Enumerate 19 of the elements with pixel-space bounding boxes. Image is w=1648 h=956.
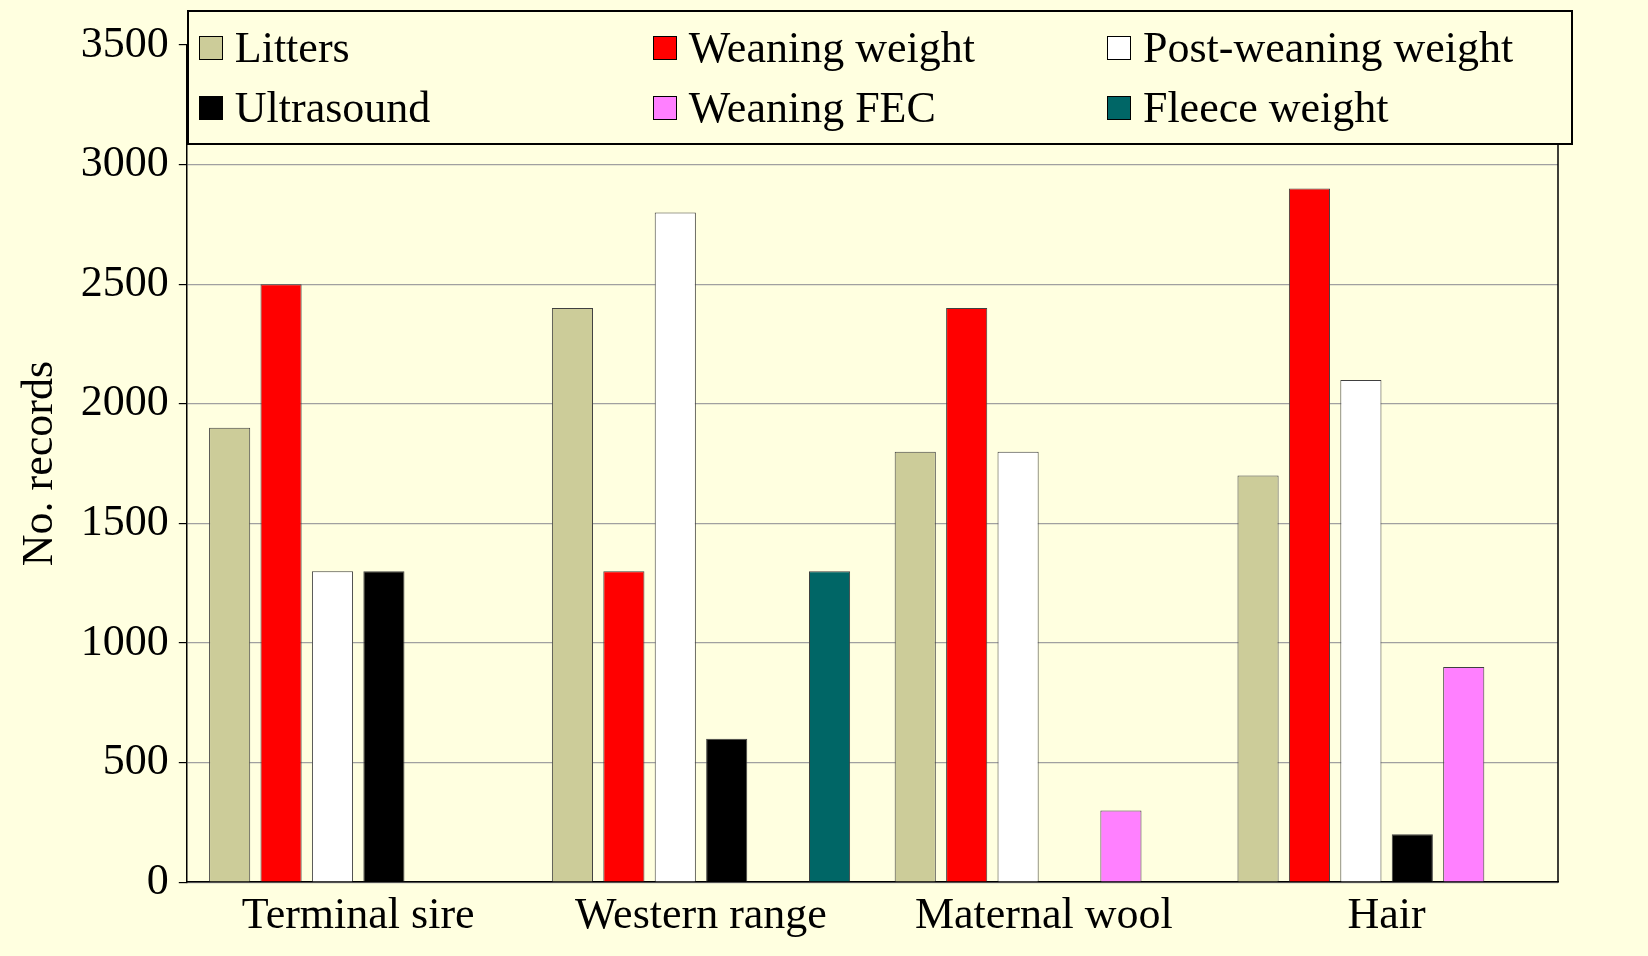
- y-tick-label: 500: [102, 735, 169, 785]
- legend-label: Post-weaning weight: [1142, 22, 1514, 74]
- y-tick-label: 2000: [80, 376, 169, 426]
- legend-label: Fleece weight: [1142, 82, 1389, 134]
- legend-label: Ultrasound: [234, 82, 431, 134]
- y-tick-label: 0: [146, 854, 169, 904]
- legend-label: Litters: [234, 22, 350, 74]
- x-tick-label: Hair: [1347, 889, 1427, 939]
- x-tick-label: Terminal sire: [241, 889, 475, 939]
- x-tick-label: Western range: [575, 889, 827, 939]
- legend-label: Weaning FEC: [688, 82, 936, 134]
- y-tick-label: 1500: [80, 495, 169, 545]
- legend-label: Weaning weight: [688, 22, 975, 74]
- x-tick-label: Maternal wool: [914, 889, 1173, 939]
- y-tick-label: 2500: [80, 256, 169, 306]
- y-tick-label: 1000: [80, 615, 169, 665]
- y-axis-title: No. records: [12, 360, 62, 567]
- y-tick-label: 3000: [80, 137, 169, 187]
- y-tick-label: 3500: [80, 17, 169, 67]
